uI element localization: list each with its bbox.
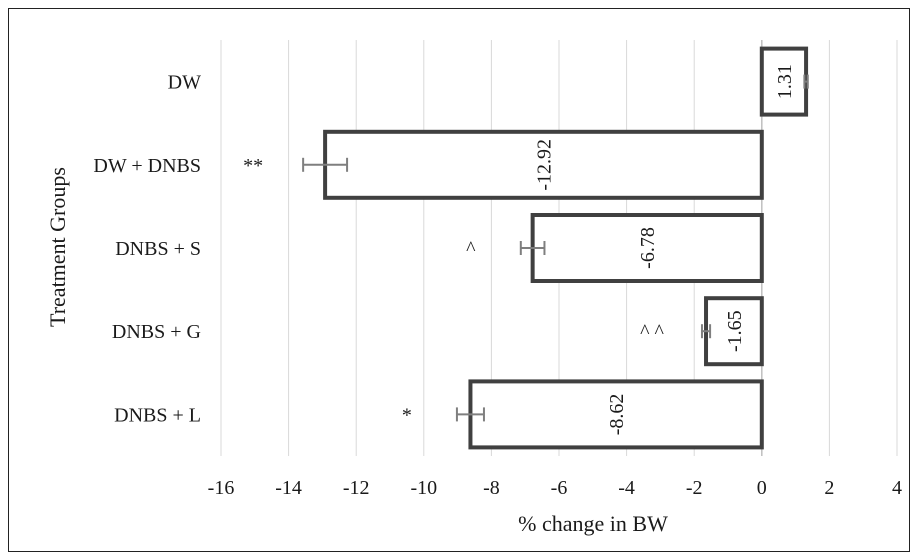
significance-marker: ^ (466, 238, 476, 260)
error-bars (302, 74, 809, 422)
x-tick-label: -2 (686, 477, 703, 499)
value-labels: 1.31 -12.92 -6.78 -1.65 -8.62 (533, 64, 795, 435)
bar (530, 213, 764, 283)
value-label: -1.65 (724, 310, 746, 352)
y-axis-label: Treatment Groups (45, 167, 70, 327)
x-tick-label: -16 (208, 477, 235, 499)
x-tick-label: -4 (618, 477, 635, 499)
category-labels: DW DW + DNBS DNBS + S DNBS + G DNBS + L (93, 72, 201, 427)
significance-marker: ** (243, 155, 263, 177)
category-label: DNBS + L (114, 404, 201, 426)
value-label: -8.62 (606, 394, 628, 436)
x-tick-label: -6 (551, 477, 568, 499)
bar (704, 296, 764, 367)
value-label: -12.92 (533, 139, 555, 191)
bars (323, 46, 809, 450)
x-tick-label: 4 (892, 477, 902, 499)
x-tick-label: 2 (824, 477, 834, 499)
x-tick-label: -12 (343, 477, 370, 499)
category-label: DW + DNBS (93, 155, 201, 177)
category-label: DNBS + S (115, 238, 201, 260)
x-tick-label: 0 (757, 477, 767, 499)
significance-marker: * (402, 404, 412, 426)
value-label: -6.78 (637, 227, 659, 269)
x-tick-labels: -16 -14 -12 -10 -8 -6 -4 -2 0 2 4 (208, 477, 902, 499)
significance-marker: ^ ^ (640, 321, 664, 343)
value-label: 1.31 (774, 64, 796, 99)
x-tick-label: -8 (483, 477, 500, 499)
x-axis-label: % change in BW (518, 511, 668, 536)
category-label: DNBS + G (112, 321, 201, 343)
significance-markers: ** ^ ^ ^ * (243, 155, 664, 427)
x-tick-label: -10 (410, 477, 437, 499)
x-tick-label: -14 (275, 477, 302, 499)
category-label: DW (168, 72, 201, 94)
bar (468, 379, 764, 450)
